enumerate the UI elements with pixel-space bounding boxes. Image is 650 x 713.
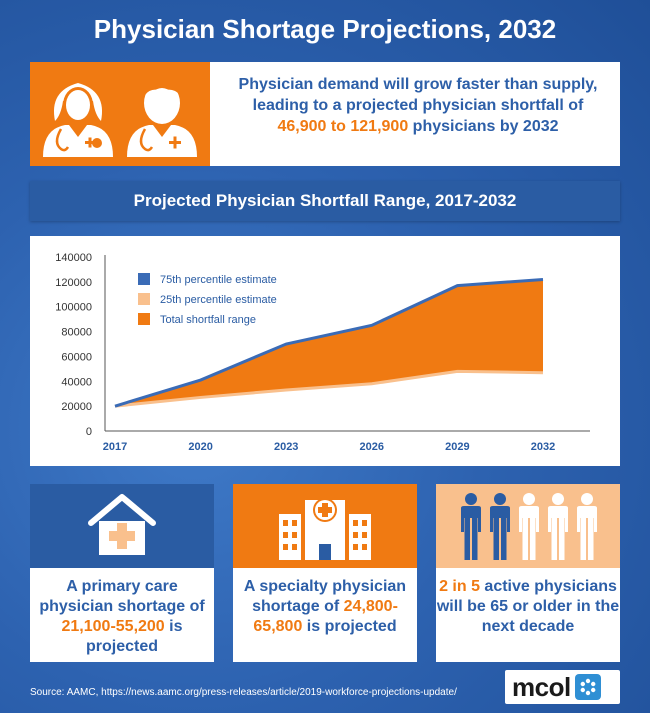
y-tick-label: 40000 [61, 376, 92, 388]
specialty-text: A specialty physician shortage of 24,800… [233, 568, 417, 637]
p25-series-line [114, 369, 544, 408]
x-tick-label: 2032 [531, 441, 555, 453]
house-cross-icon [88, 494, 156, 555]
doctors-illustration [30, 62, 210, 166]
intro-line-2: leading to a projected physician shortfa… [252, 97, 584, 114]
y-tick-label: 60000 [61, 351, 92, 363]
specialty-card: A specialty physician shortage of 24,800… [233, 484, 417, 662]
legend-p25-label: 25th percentile estimate [160, 294, 277, 306]
y-tick-label: 80000 [61, 327, 92, 339]
intro-panel: Physician demand will grow faster than s… [30, 62, 620, 166]
specialty-pre: A specialty physician shortage of [243, 578, 407, 615]
person-figure [461, 493, 481, 560]
intro-line-3-tail: physicians by 2032 [408, 118, 559, 135]
primary-care-pre: A primary care physician shortage of [39, 578, 205, 615]
person-figure [490, 493, 510, 560]
intro-line-1: Physician demand will grow faster than s… [238, 76, 598, 93]
shortfall-highlight: 46,900 to 121,900 [277, 118, 409, 135]
chart-banner: Projected Physician Shortfall Range, 201… [30, 181, 620, 221]
hospital-icon [279, 498, 371, 560]
person-figure [519, 493, 539, 560]
shortfall-range-area [115, 279, 543, 407]
y-tick-label: 120000 [55, 277, 92, 289]
shortfall-chart: 0 20000 40000 60000 80000 100000 120000 140000 2… [55, 252, 590, 453]
aging-card: 2 in 5 active physicians will be 65 or o… [436, 484, 620, 662]
page-title: Physician Shortage Projections, 2032 [93, 14, 557, 44]
legend-p75-label: 75th percentile estimate [160, 274, 277, 286]
primary-care-card-header [30, 484, 214, 568]
primary-care-range: 21,100-55,200 [61, 618, 165, 635]
person-figure [548, 493, 568, 560]
specialty-range: 24,800-65,800 [253, 598, 398, 635]
y-tick-label: 140000 [55, 252, 92, 264]
x-tick-label: 2029 [445, 441, 469, 453]
legend-range-label: Total shortfall range [160, 314, 256, 326]
people-icon [461, 493, 597, 560]
primary-care-text: A primary care physician shortage of 21,… [30, 568, 214, 657]
y-tick-label: 20000 [61, 401, 92, 413]
primary-care-card: A primary care physician shortage of 21,… [30, 484, 214, 662]
y-tick-label: 0 [86, 426, 92, 438]
x-tick-label: 2020 [188, 441, 212, 453]
aging-post: active physicians will be 65 or older in… [436, 578, 620, 635]
primary-care-post: is projected [85, 618, 183, 655]
female-doctor-icon [43, 83, 113, 157]
mcol-logo: mcol [505, 670, 620, 704]
aging-text: 2 in 5 active physicians will be 65 or o… [436, 568, 620, 637]
x-tick-label: 2026 [360, 441, 384, 453]
logo-mark-icon [574, 674, 601, 700]
chart-panel: 0 20000 40000 60000 80000 100000 120000 140000 2… [30, 236, 620, 466]
legend-range-swatch [138, 313, 150, 325]
x-tick-label: 2017 [103, 441, 127, 453]
p75-series-line [114, 277, 544, 408]
source-citation: Source: AAMC, https://news.aamc.org/pres… [30, 687, 457, 698]
male-doctor-icon [127, 78, 197, 157]
y-tick-label: 100000 [55, 302, 92, 314]
x-tick-label: 2023 [274, 441, 298, 453]
intro-line-3: 46,900 to 121,900 physicians by 2032 [230, 116, 606, 137]
aging-ratio: 2 in 5 [439, 578, 480, 595]
specialty-card-header [233, 484, 417, 568]
legend-p25-swatch [138, 293, 150, 305]
logo-text: mcol [512, 671, 571, 702]
legend-p75-swatch [138, 273, 150, 285]
intro-text: Physician demand will grow faster than s… [210, 62, 620, 166]
aging-card-header [436, 484, 620, 568]
person-figure [577, 493, 597, 560]
specialty-post: is projected [302, 618, 397, 635]
